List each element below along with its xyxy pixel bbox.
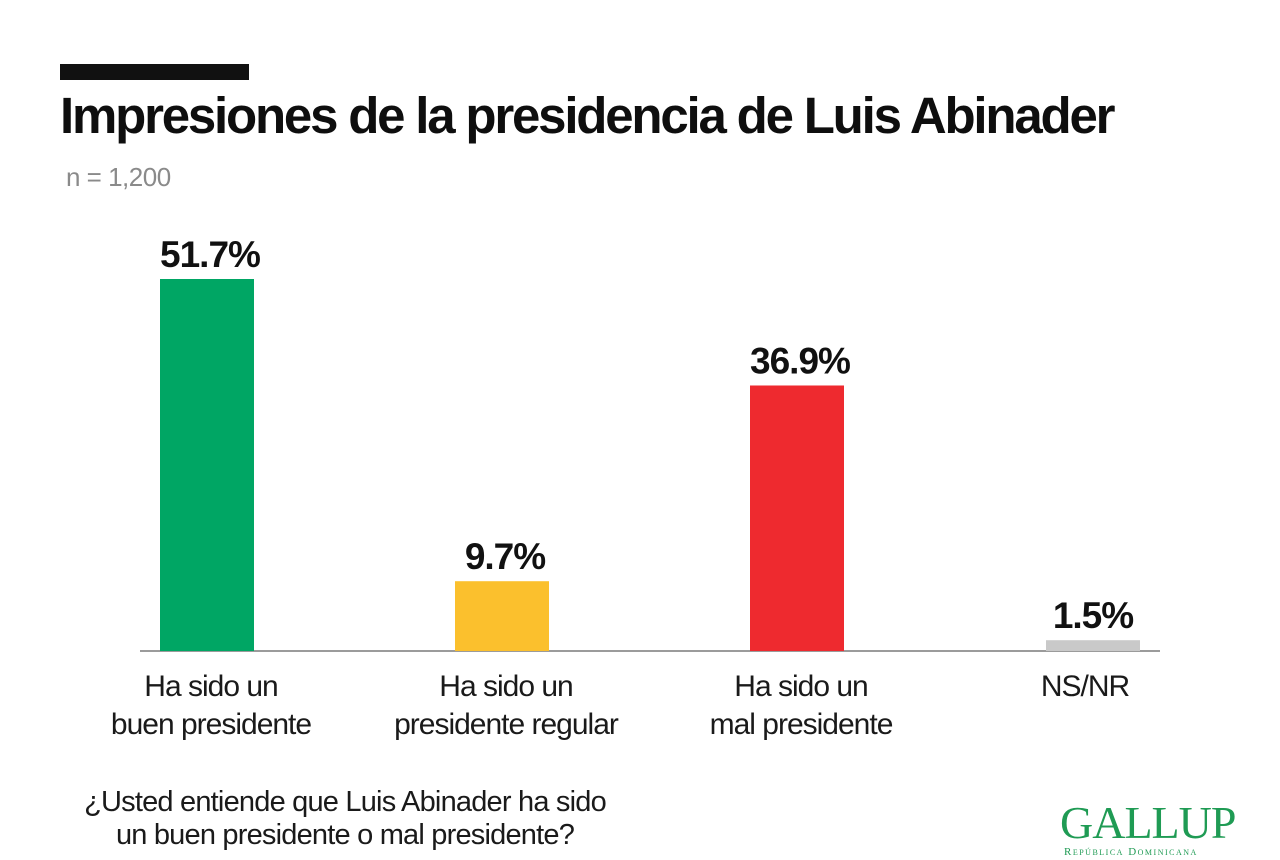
data-label-2: 9.7% [465, 536, 545, 577]
data-label-3: 36.9% [750, 340, 850, 381]
title-accent-bar [60, 64, 249, 80]
category-label-1: Ha sido un buen presidente [71, 668, 351, 744]
data-label-1: 51.7% [160, 234, 260, 275]
bar-3 [750, 385, 844, 651]
survey-question: ¿Usted entiende que Luis Abinader ha sid… [40, 786, 650, 852]
data-label-4: 1.5% [1053, 595, 1133, 636]
category-label-4: NS/NR [945, 668, 1225, 706]
category-label-line: mal presidente [709, 708, 894, 741]
gallup-logo: GALLUP República Dominicana [1060, 797, 1236, 859]
category-label-line: Ha sido un [734, 670, 868, 703]
logo-subtitle: República Dominicana [1064, 846, 1198, 858]
chart-title: Impresiones de la presidencia de Luis Ab… [60, 87, 1115, 144]
question-line-1: ¿Usted entiende que Luis Abinader ha sid… [84, 786, 607, 818]
category-label-2: Ha sido un presidente regular [366, 668, 646, 744]
bar-2 [455, 581, 549, 651]
logo-name: GALLUP [1060, 797, 1236, 848]
category-label-line: Ha sido un [439, 670, 573, 703]
sample-size: n = 1,200 [66, 162, 171, 192]
category-label-line: NS/NR [1040, 670, 1130, 703]
category-label-line: presidente regular [394, 708, 619, 741]
category-label-line: buen presidente [110, 708, 312, 741]
bar-1 [160, 279, 254, 651]
question-line-2: un buen presidente o mal presidente? [115, 819, 575, 851]
bar-4 [1046, 640, 1140, 651]
category-label-3: Ha sido un mal presidente [661, 668, 941, 744]
category-label-line: Ha sido un [144, 670, 278, 703]
